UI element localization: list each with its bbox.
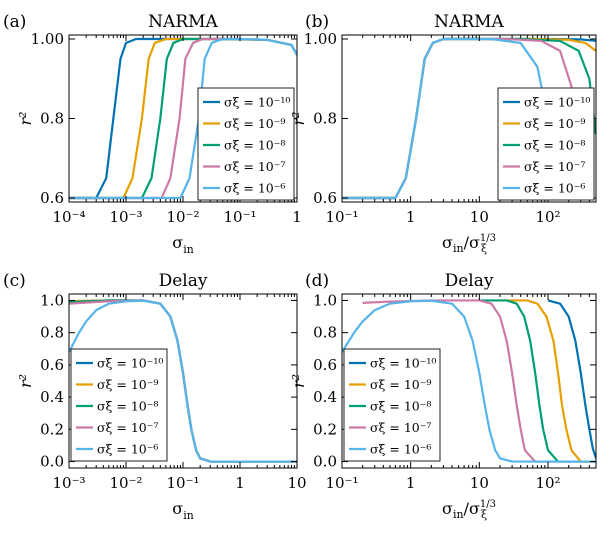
panel-title: Delay [445, 271, 494, 291]
y-tick-label: 0.6 [313, 356, 337, 374]
y-tick-label: 0.0 [40, 453, 64, 471]
x-tick-label: 10⁻¹ [325, 208, 358, 226]
series-line-sigma_1e-8 [479, 299, 596, 463]
x-tick-label: 10⁻³ [52, 474, 85, 492]
panel-label: (c) [3, 271, 26, 291]
legend-entry: σξ = 10⁻¹⁰ [224, 95, 290, 110]
x-tick-label: 10 [470, 208, 489, 226]
legend-entry: σξ = 10⁻⁷ [97, 420, 158, 435]
legend: σξ = 10⁻¹⁰ σξ = 10⁻⁹ σξ = 10⁻⁸ σξ = 10⁻⁷ σξ … [197, 87, 295, 201]
y-tick-label: 0.4 [313, 388, 337, 406]
panel-title: NARMA [148, 12, 218, 32]
legend-entry: σξ = 10⁻⁷ [370, 420, 431, 435]
legend-entry: σξ = 10⁻⁶ [97, 442, 158, 457]
panel-title: Delay [159, 271, 208, 291]
x-tick-label: 10⁻⁴ [52, 208, 85, 226]
x-tick-label: 10² [535, 474, 560, 492]
panel-title: NARMA [434, 12, 504, 32]
legend: σξ = 10⁻¹⁰ σξ = 10⁻⁹ σξ = 10⁻⁸ σξ = 10⁻⁷ σξ … [70, 348, 168, 462]
legend-entry: σξ = 10⁻¹⁰ [524, 95, 590, 110]
x-tick-label: 1 [235, 474, 245, 492]
panel-b: 10⁻¹ 1 10 10² 0.6 0.8 1.00 NARMA (b) r² σin/σ1/3 ξ σ… [289, 12, 597, 255]
y-tick-label: 1.00 [31, 30, 64, 48]
y-tick-label: 0.0 [313, 453, 337, 471]
x-axis-label: σin/σ1/3 ξ [442, 499, 496, 521]
legend-entry: σξ = 10⁻⁹ [97, 377, 158, 392]
y-tick-label: 0.2 [313, 420, 337, 438]
panel-c: 10⁻³ 10⁻² 10⁻¹ 1 10 0.0 0.2 0.4 0.6 0.8 1.0 Delay (c… [3, 271, 307, 522]
series-line-sigma_1e-6 [69, 299, 297, 463]
panel-label: (a) [3, 12, 26, 32]
x-tick-label: 10 [470, 474, 489, 492]
x-tick-label: 10⁻¹ [325, 474, 358, 492]
legend-box [343, 348, 441, 462]
y-tick-label: 1.0 [313, 291, 337, 309]
panel-label: (b) [305, 12, 329, 32]
y-tick-label: 0.8 [313, 324, 337, 342]
y-tick-label: 0.6 [40, 356, 64, 374]
legend-entry: σξ = 10⁻⁹ [224, 116, 285, 131]
x-axis-label: σin [172, 499, 193, 522]
x-tick-label: 10⁻² [166, 208, 199, 226]
series-line-sigma_1e-6 [342, 299, 596, 463]
x-tick-label: 10⁻¹ [166, 474, 199, 492]
x-tick-label: 1 [406, 474, 416, 492]
legend-entry: σξ = 10⁻¹⁰ [97, 356, 163, 371]
y-axis-label: r² [16, 374, 35, 388]
legend-entry: σξ = 10⁻⁷ [524, 159, 585, 174]
y-tick-label: 0.8 [40, 324, 64, 342]
legend: σξ = 10⁻¹⁰ σξ = 10⁻⁹ σξ = 10⁻⁸ σξ = 10⁻⁷ σξ … [497, 87, 595, 201]
x-tick-label: 10⁻¹ [223, 208, 256, 226]
legend-entry: σξ = 10⁻⁹ [524, 116, 585, 131]
series-line-sigma_1e-10 [547, 299, 596, 459]
legend-entry: σξ = 10⁻⁷ [224, 159, 285, 174]
x-tick-label: 1 [406, 208, 416, 226]
y-tick-label: 0.8 [40, 110, 64, 128]
series-line-sigma_1e-9 [500, 299, 596, 463]
y-axis-label: r² [289, 111, 308, 125]
legend-entry: σξ = 10⁻⁸ [524, 138, 585, 153]
legend-entry: σξ = 10⁻¹⁰ [370, 356, 436, 371]
x-tick-label: 10⁻² [109, 474, 142, 492]
legend-entry: σξ = 10⁻⁸ [370, 399, 431, 414]
panel-a: 10⁻⁴ 10⁻³ 10⁻² 10⁻¹ 1 0.6 0.8 1.00 NARMA (a) r² σin… [3, 12, 302, 256]
legend-entry: σξ = 10⁻⁹ [370, 377, 431, 392]
legend-entry: σξ = 10⁻⁸ [97, 399, 158, 414]
y-tick-label: 0.6 [40, 189, 64, 207]
panel-d: 10⁻¹ 1 10 10² 0.0 0.2 0.4 0.6 0.8 1.0 Delay (d) r² σi… [289, 271, 597, 521]
series-line-sigma_1e-6 [69, 37, 297, 200]
y-tick-label: 0.8 [313, 110, 337, 128]
x-tick-label: 10² [535, 208, 560, 226]
y-tick-label: 0.6 [313, 189, 337, 207]
legend-entry: σξ = 10⁻⁶ [370, 442, 431, 457]
x-tick-label: 1 [292, 208, 302, 226]
y-axis-label: r² [289, 374, 308, 388]
y-tick-label: 0.4 [40, 388, 64, 406]
y-tick-label: 0.2 [40, 420, 64, 438]
panel-label: (d) [305, 271, 329, 291]
legend-entry: σξ = 10⁻⁸ [224, 138, 285, 153]
y-tick-label: 1.0 [40, 291, 64, 309]
y-tick-label: 1.00 [304, 30, 337, 48]
legend: σξ = 10⁻¹⁰ σξ = 10⁻⁹ σξ = 10⁻⁸ σξ = 10⁻⁷ σξ … [343, 348, 441, 462]
x-axis-label: σin [172, 233, 193, 256]
y-axis-label: r² [16, 111, 35, 125]
legend-entry: σξ = 10⁻⁶ [224, 181, 285, 196]
x-tick-label: 10⁻³ [109, 208, 142, 226]
legend-box [70, 348, 168, 462]
series-line-sigma_1e-6 [342, 37, 560, 200]
x-axis-label: σin/σ1/3 ξ [442, 233, 496, 255]
legend-entry: σξ = 10⁻⁶ [524, 181, 585, 196]
x-tick-label: 10 [287, 474, 306, 492]
